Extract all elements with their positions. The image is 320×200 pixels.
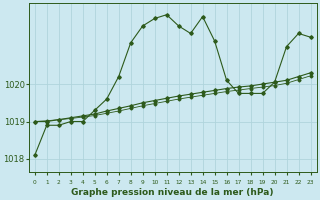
X-axis label: Graphe pression niveau de la mer (hPa): Graphe pression niveau de la mer (hPa) [71,188,274,197]
